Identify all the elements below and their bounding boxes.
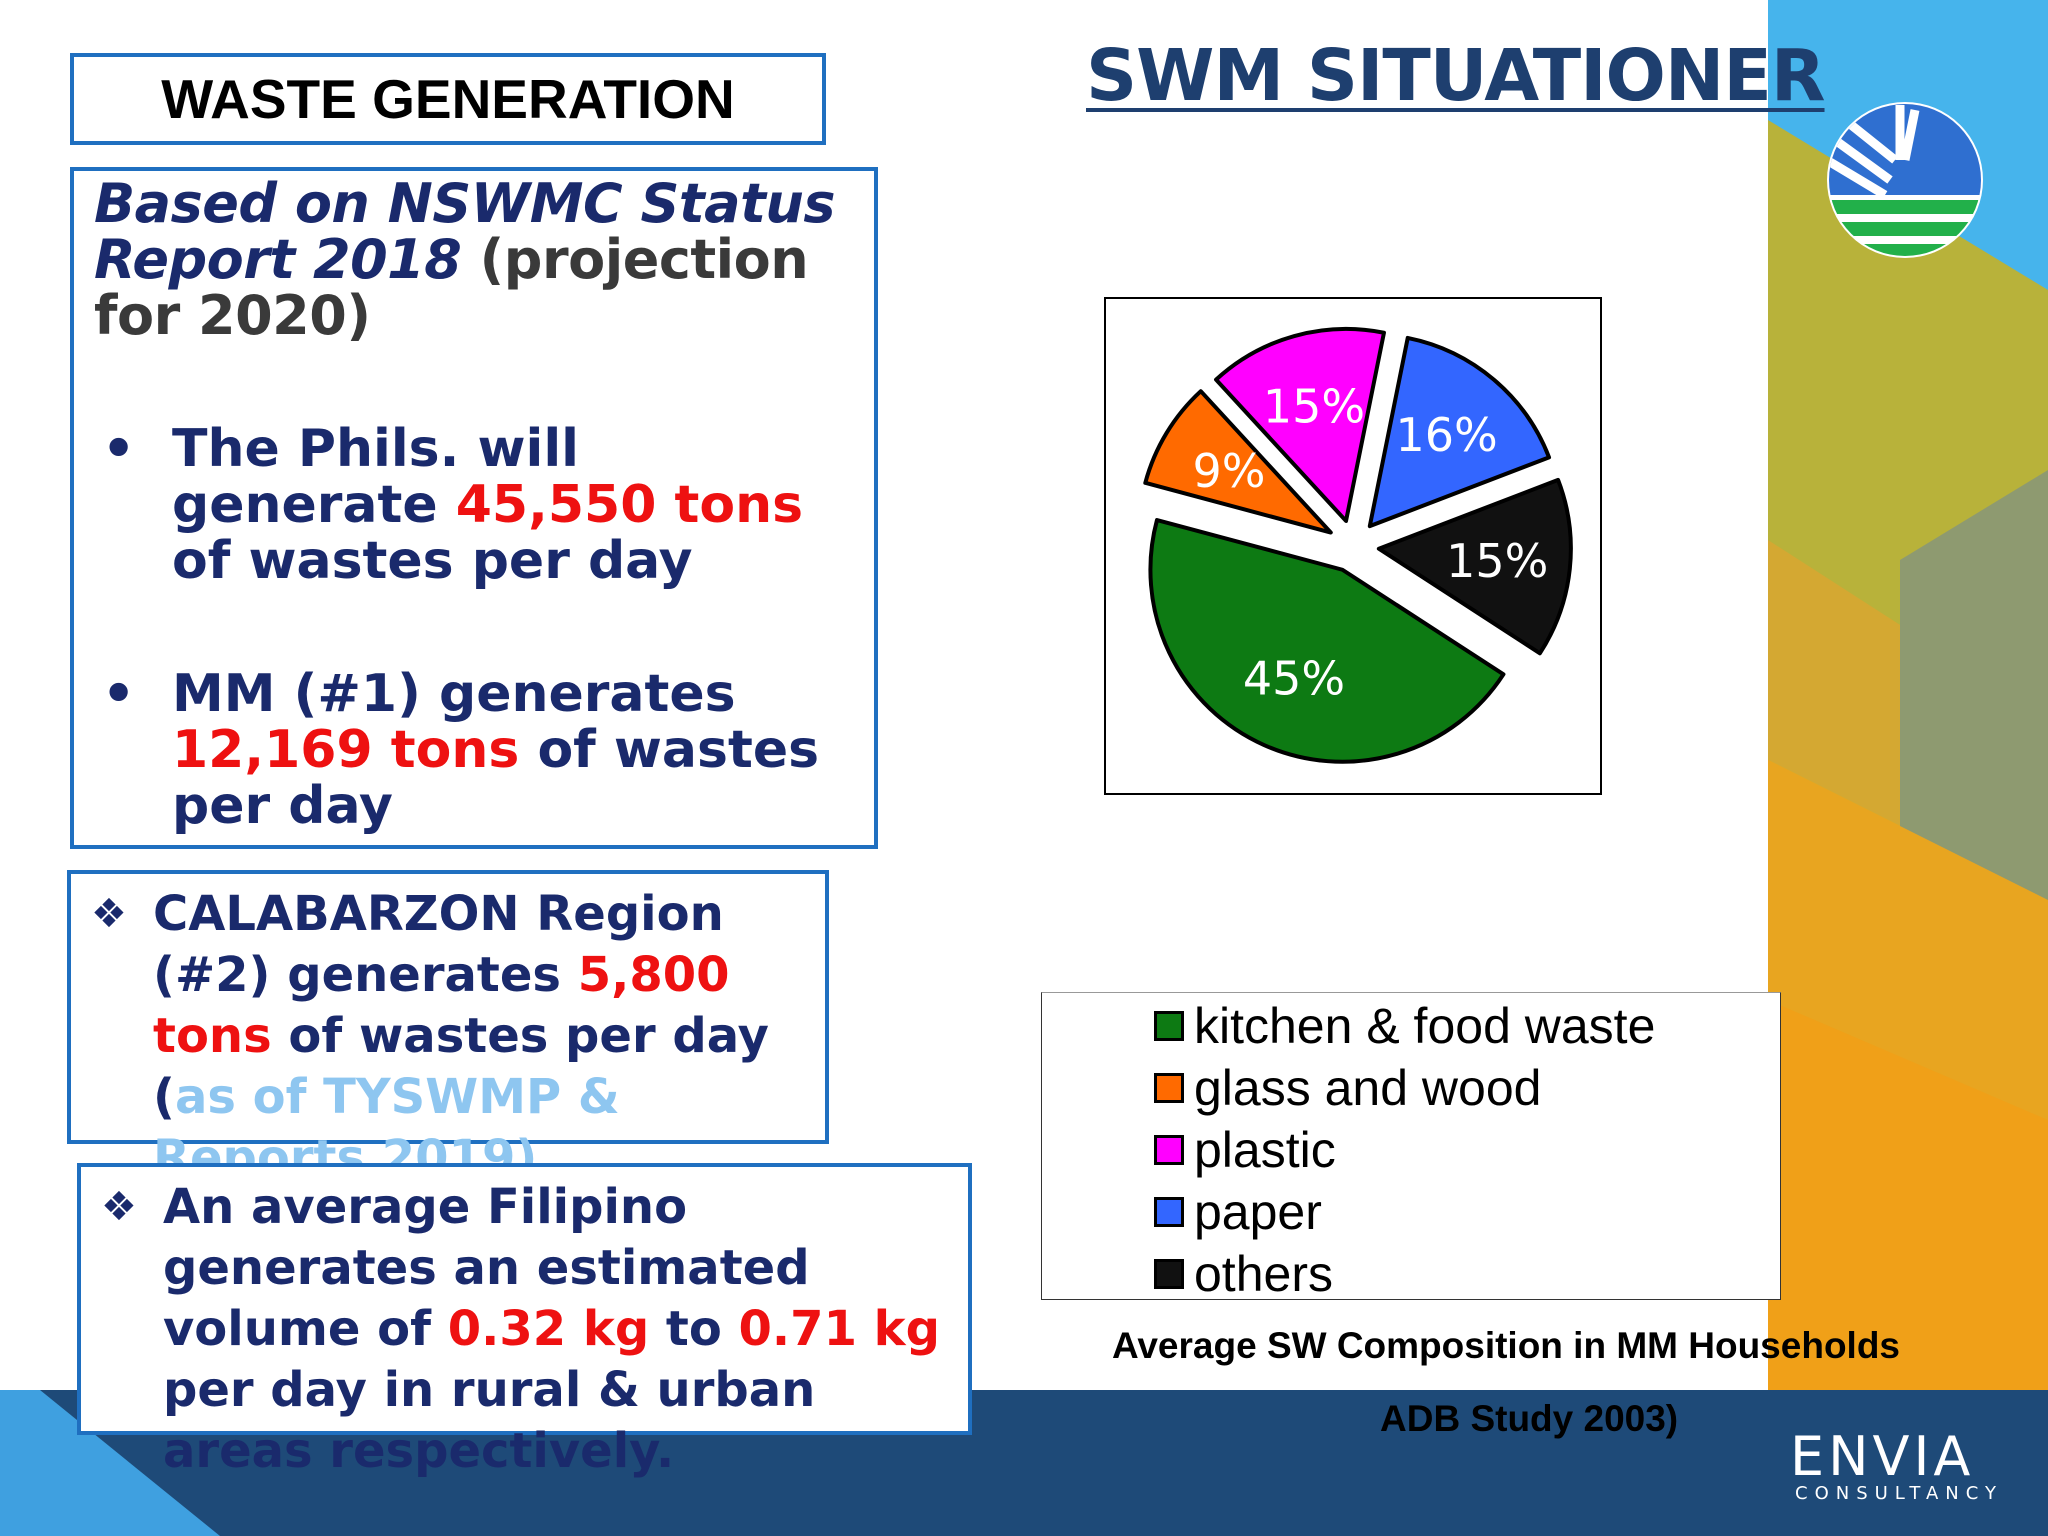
bullet-phils: • The Phils. will generate 45,550 tons o…	[102, 421, 862, 589]
bullet-mm-pre: MM (#1) generates	[172, 664, 736, 724]
pie-slice-paper	[1367, 335, 1552, 529]
filipino-mid: to	[665, 1301, 722, 1357]
bullet-mm-highlight: 12,169 tons	[172, 720, 520, 780]
legend-swatch	[1154, 1011, 1184, 1041]
filipino-post: per day in rural & urban areas respectiv…	[163, 1362, 816, 1479]
bullet-marker: •	[102, 664, 136, 724]
legend-label: plastic	[1194, 1122, 1336, 1178]
envia-logo-sub: CONSULTANCY	[1795, 1483, 2003, 1504]
diamond-bullet-icon: ❖	[91, 891, 127, 937]
waste-generation-title-box: WASTE GENERATION	[70, 53, 826, 145]
nswmc-report-box: Based on NSWMC Status Report 2018 (proje…	[70, 167, 878, 849]
pie-slice-glass-and-wood	[1143, 389, 1333, 535]
calabarzon-pre: CALABARZON Region (#2) generates	[153, 886, 724, 1003]
legend-label: kitchen & food waste	[1194, 998, 1656, 1054]
bullet-mm-post: of wastes per day	[172, 720, 820, 836]
calabarzon-source: as of TYSWMP & Reports 2019)	[153, 1069, 620, 1186]
pie-chart-frame: 45% 9% 15% 16% 15%	[1104, 297, 1602, 795]
calabarzon-mid: of wastes per day (	[153, 1008, 769, 1125]
bullet-mm: • MM (#1) generates 12,169 tons of waste…	[102, 666, 862, 834]
calabarzon-box: ❖ CALABARZON Region (#2) generates 5,800…	[67, 870, 829, 1186]
nswmc-heading: Based on NSWMC Status Report 2018 (proje…	[94, 176, 864, 344]
chart-source: ADB Study 2003)	[1380, 1398, 1679, 1439]
legend-item: kitchen & food waste	[1154, 995, 1655, 1057]
filipino-pre: An average Filipino generates an estimat…	[163, 1179, 810, 1357]
legend-label: glass and wood	[1194, 1060, 1542, 1116]
legend-swatch	[1154, 1073, 1184, 1103]
bullet-phils-post: of wastes per day	[172, 531, 693, 591]
diamond-bullet-icon: ❖	[101, 1184, 137, 1230]
pie-label-paper: 16%	[1395, 408, 1497, 462]
legend-swatch	[1154, 1259, 1184, 1289]
legend-label: paper	[1194, 1184, 1322, 1240]
nswmc-heading-italic: Based on NSWMC Status Report 2018	[94, 172, 836, 291]
calabarzon-text: ❖ CALABARZON Region (#2) generates 5,800…	[91, 884, 811, 1189]
legend-swatch	[1154, 1135, 1184, 1165]
bullet-phils-pre: The Phils. will generate	[172, 419, 579, 535]
legend-item: others	[1154, 1243, 1333, 1305]
legend-label: others	[1194, 1246, 1333, 1302]
pie-slice-others	[1376, 477, 1573, 656]
envia-logo: ENVIA	[1790, 1425, 1975, 1488]
filipino-h1: 0.32 kg	[447, 1301, 650, 1357]
waste-generation-title: WASTE GENERATION	[161, 68, 735, 130]
legend-item: paper	[1154, 1181, 1322, 1243]
filipino-average-box: ❖ An average Filipino generates an estim…	[77, 1163, 972, 1479]
filipino-text: ❖ An average Filipino generates an estim…	[101, 1177, 961, 1482]
legend-item: glass and wood	[1154, 1057, 1541, 1119]
pie-label-plastic: 15%	[1263, 379, 1365, 433]
waste-composition-pie-chart: 45% 9% 15% 16% 15%	[1143, 327, 1573, 764]
legend-swatch	[1154, 1197, 1184, 1227]
pie-label-glass-and-wood: 9%	[1192, 444, 1265, 498]
pie-label-kitchen-food-waste: 45%	[1243, 652, 1345, 706]
chart-caption: Average SW Composition in MM Households	[1112, 1325, 1901, 1366]
pie-legend: kitchen & food waste glass and wood plasti…	[1041, 992, 1781, 1302]
legend-item: plastic	[1154, 1119, 1336, 1181]
calabarzon-highlight: 5,800 tons	[153, 947, 730, 1064]
bullet-phils-highlight: 45,550 tons	[455, 475, 804, 535]
pie-label-others: 15%	[1446, 534, 1548, 588]
filipino-h2: 0.71 kg	[738, 1301, 940, 1357]
pie-slice-plastic	[1214, 327, 1386, 523]
bullet-marker: •	[102, 419, 136, 479]
nswmc-heading-rest: (projection for 2020)	[94, 228, 809, 347]
swm-situationer-title: SWM SITUATIONER	[1086, 34, 1826, 117]
pie-slice-kitchen-food-waste	[1148, 518, 1506, 764]
denr-emblem-icon	[1827, 102, 1983, 258]
